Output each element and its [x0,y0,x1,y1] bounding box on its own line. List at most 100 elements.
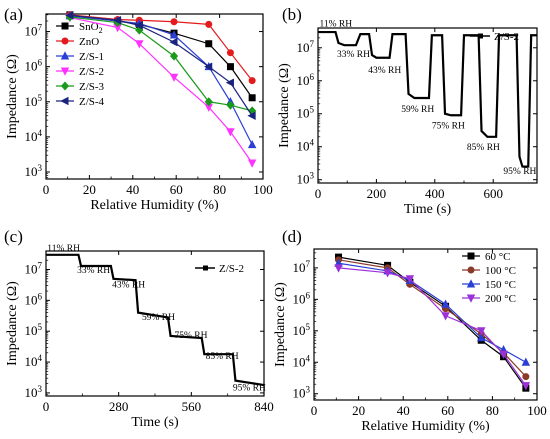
legend-label: 100 °C [485,265,516,277]
y-tick-label: 107 [25,23,43,39]
data-point [521,357,531,366]
annotation: 95% RH [503,167,536,177]
legend-marker [467,266,475,274]
data-point [169,30,179,39]
series-line [318,30,537,168]
annotation: 43% RH [368,66,401,76]
data-point [135,40,144,49]
x-tick-label: 20 [352,403,365,418]
legend-marker [61,22,69,30]
legend-label: SnO2 [79,21,103,35]
y-tick-label: 104 [297,138,315,154]
data-point [204,62,213,71]
data-point [134,21,143,30]
legend-label: Z/S-1 [79,51,104,63]
y-tick-label: 105 [297,105,315,121]
chart-panel-2: (b) 0 200 400 600 103 104 105 106 107 Time (s) Impe… [277,5,538,217]
legend-label: 60 °C [485,251,511,263]
data-point [522,373,530,381]
data-point [226,49,234,57]
data-point [521,382,531,391]
y-tick-label: 104 [25,128,43,144]
chart-panel-1: (a) 0 20 40 60 80 100 103 104 105 106 107 Relative H… [4,5,273,213]
annotation: 75% RH [432,121,465,131]
y-tick-label: 106 [297,72,315,88]
data-point [334,264,343,273]
data-point [441,299,450,308]
data-point [441,312,450,321]
data-point [226,100,235,110]
y-tick-label: 105 [25,93,43,109]
x-tick-label: 60 [170,182,183,197]
x-tick-label: 60 [441,403,454,418]
x-tick-label: 0 [43,182,50,197]
x-axis-label: Time (s) [131,415,179,430]
y-tick-label: 105 [293,322,311,338]
legend-label: Z/S-2 [219,263,244,275]
data-point [170,18,178,26]
annotation: 95% RH [233,383,266,393]
y-axis-label: Impedance (Ω) [5,281,20,366]
x-tick-label: 560 [182,399,202,414]
legend-label: 200 °C [485,293,516,305]
data-point [248,94,256,102]
y-axis-label: Impedance (Ω) [277,63,292,148]
panel-label: (c) [4,227,23,246]
y-tick-label: 103 [293,385,311,401]
data-point [65,11,74,20]
annotation: 59% RH [401,105,434,115]
x-tick-label: 0 [315,186,322,201]
data-point [226,63,234,71]
x-tick-label: 600 [483,186,503,201]
y-tick-label: 106 [293,290,311,306]
x-tick-label: 0 [311,403,318,418]
data-point [112,16,122,25]
data-point [477,327,486,336]
legend-label: Z/S-4 [79,96,105,108]
legend-label: Z/S-2 [494,31,519,43]
x-tick-label: 40 [126,182,139,197]
legend-marker [60,81,70,91]
x-axis-label: Relative Humidity (%) [361,419,490,434]
legend-marker [60,96,69,106]
data-point [405,275,415,284]
legend-marker [478,33,483,39]
annotation: 11% RH [47,244,80,254]
x-tick-label: 400 [425,186,445,201]
x-tick-label: 80 [213,182,226,197]
data-point [169,51,179,61]
y-tick-label: 104 [25,353,43,369]
legend-marker [60,67,70,76]
data-point [248,77,256,85]
legend-label: 150 °C [485,279,516,291]
x-axis-label: Relative Humidity (%) [90,198,219,213]
legend-label: Z/S-2 [79,66,104,78]
annotation: 11% RH [319,19,352,29]
x-tick-label: 200 [367,186,387,201]
annotation: 85% RH [206,352,239,362]
legend-marker [61,37,69,45]
data-point [477,333,486,342]
x-axis-label: Time (s) [404,202,452,217]
annotation: 85% RH [467,143,500,153]
data-point [247,139,257,149]
y-tick-label: 103 [25,384,43,400]
x-tick-label: 0 [43,399,50,414]
panel-label: (a) [4,5,23,24]
y-tick-label: 107 [293,259,311,275]
y-tick-label: 103 [25,163,43,179]
chart-panel-4: (d) 0 20 40 60 80 100 103 104 105 106 107 Relative H… [273,227,547,434]
annotation: 33% RH [77,266,110,276]
legend-label: Z/S-3 [79,81,105,93]
series-line [46,253,265,387]
y-tick-label: 103 [297,171,315,187]
plot-frame [317,27,538,184]
y-tick-label: 107 [297,39,315,55]
y-axis-label: Impedance (Ω) [5,54,20,139]
y-axis-label: Impedance (Ω) [273,282,288,367]
x-tick-label: 840 [254,399,274,414]
data-point [499,350,508,359]
y-tick-label: 107 [25,261,43,277]
legend-marker [467,252,475,260]
data-point [204,97,213,107]
